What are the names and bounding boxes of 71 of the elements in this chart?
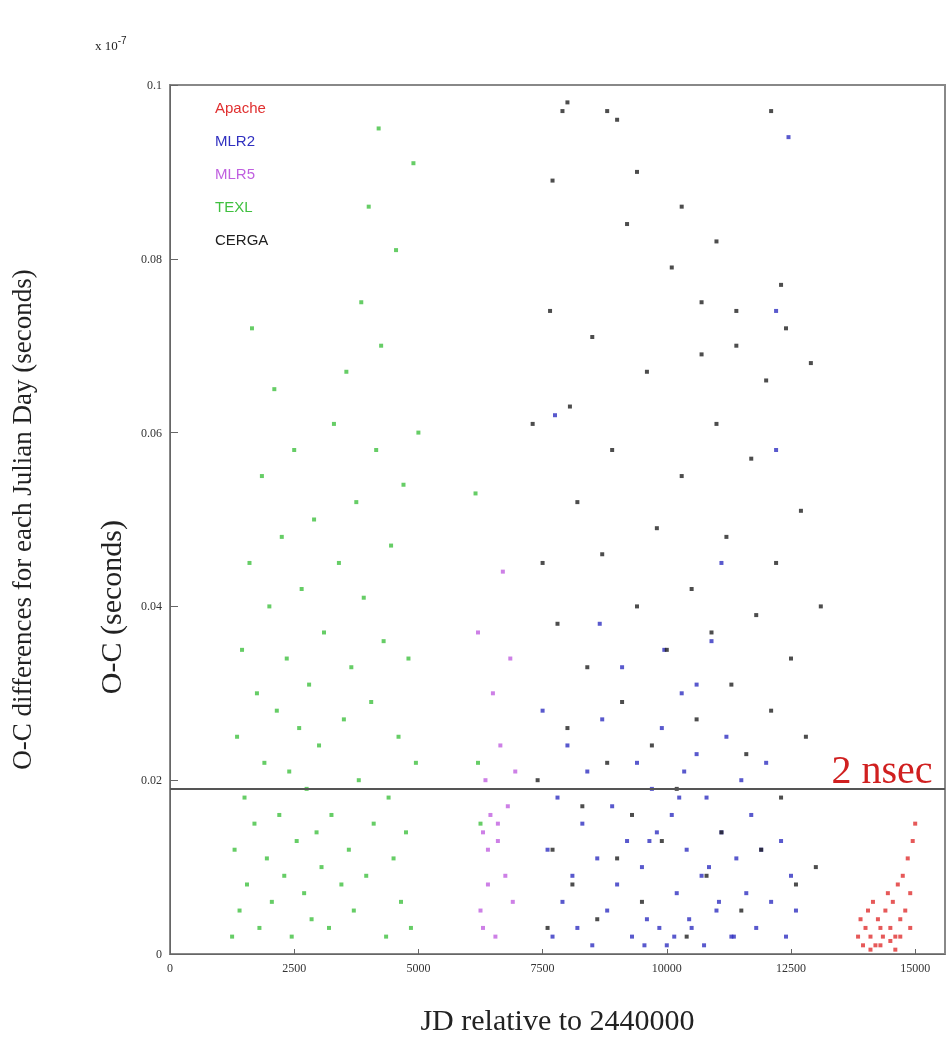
point xyxy=(503,873,508,878)
y-tick-label: 0 xyxy=(156,947,162,961)
point xyxy=(888,925,893,930)
point xyxy=(490,691,495,696)
ref-line-label: 2 nsec xyxy=(831,746,933,792)
y-tick-label: 0.08 xyxy=(141,251,162,266)
point xyxy=(483,778,488,783)
point xyxy=(868,947,873,952)
point xyxy=(868,934,873,939)
point xyxy=(900,873,905,878)
point xyxy=(908,891,913,896)
text: CERGA xyxy=(215,231,269,248)
point xyxy=(493,934,498,939)
point xyxy=(480,925,485,930)
text: O-C (seconds) xyxy=(93,519,128,695)
point xyxy=(903,908,908,913)
x-tick-label: 7500 xyxy=(530,961,555,975)
x-tick-label: 15000 xyxy=(900,961,931,975)
y-tick-label: 0.04 xyxy=(141,599,162,614)
x-tick-label: 5000 xyxy=(406,961,431,975)
point xyxy=(485,847,490,852)
point xyxy=(495,839,500,844)
text: Apache xyxy=(215,99,266,116)
point xyxy=(488,812,493,817)
y-axis-title: O-C differences for each Julian Day (seconds) xyxy=(6,269,37,770)
point xyxy=(890,899,895,904)
x-tick-label: 0 xyxy=(167,961,173,975)
point xyxy=(478,908,483,913)
point xyxy=(905,856,910,861)
point xyxy=(878,925,883,930)
point xyxy=(480,830,485,835)
point xyxy=(485,882,490,887)
point xyxy=(513,769,518,774)
x-tick-label: 12500 xyxy=(775,961,806,975)
x-axis-title: JD relative to 2440000 xyxy=(420,1002,695,1036)
point xyxy=(858,917,863,922)
y-tick-label: 0.06 xyxy=(141,425,162,440)
point xyxy=(856,934,861,939)
point xyxy=(870,899,875,904)
point xyxy=(476,630,481,635)
point xyxy=(508,656,513,661)
text: MLR2 xyxy=(215,132,256,149)
point xyxy=(500,569,505,574)
point xyxy=(880,934,885,939)
point xyxy=(863,925,868,930)
x-tick-label: 2500 xyxy=(282,961,307,975)
point xyxy=(888,938,893,943)
point xyxy=(873,943,878,948)
point xyxy=(861,943,866,948)
point xyxy=(908,925,913,930)
point xyxy=(893,947,898,952)
point xyxy=(893,934,898,939)
x-tick-label: 10000 xyxy=(651,961,682,975)
point xyxy=(505,804,510,809)
point xyxy=(498,743,503,748)
point xyxy=(875,917,880,922)
point xyxy=(895,882,900,887)
y-tick-label: 0.1 xyxy=(147,78,162,92)
point xyxy=(495,821,500,826)
text: TEXL xyxy=(215,198,253,215)
point xyxy=(878,943,883,948)
y-tick-label: 0.02 xyxy=(141,773,162,788)
point xyxy=(866,908,870,913)
text: MLR5 xyxy=(215,165,256,182)
point xyxy=(510,899,515,904)
point xyxy=(885,891,890,896)
point xyxy=(898,917,903,922)
point xyxy=(883,908,888,913)
point xyxy=(898,934,903,939)
point xyxy=(913,821,918,826)
point xyxy=(910,839,915,844)
